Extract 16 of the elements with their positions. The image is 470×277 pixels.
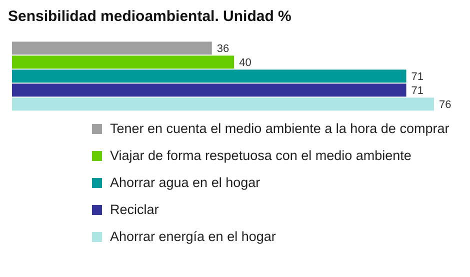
legend-label: Viajar de forma respetuosa con el medio ambiente	[110, 148, 412, 163]
legend-label: Ahorrar agua en el hogar	[110, 175, 260, 190]
bar	[12, 98, 434, 111]
bar	[12, 42, 212, 55]
data-label: 76	[439, 99, 452, 112]
bar	[12, 84, 406, 97]
data-label: 71	[411, 71, 424, 84]
bar	[12, 56, 234, 69]
data-label: 71	[411, 85, 424, 98]
legend-label: Reciclar	[110, 202, 159, 217]
data-label: 40	[239, 57, 252, 70]
data-label: 36	[216, 43, 230, 56]
chart-title: Sensibilidad medioambiental. Unidad %	[8, 8, 292, 25]
legend-label: Ahorrar energía en el hogar	[110, 229, 276, 244]
legend-label: Tener en cuenta el medio ambiente a la hora de comprar	[110, 121, 450, 136]
bar	[12, 70, 406, 83]
